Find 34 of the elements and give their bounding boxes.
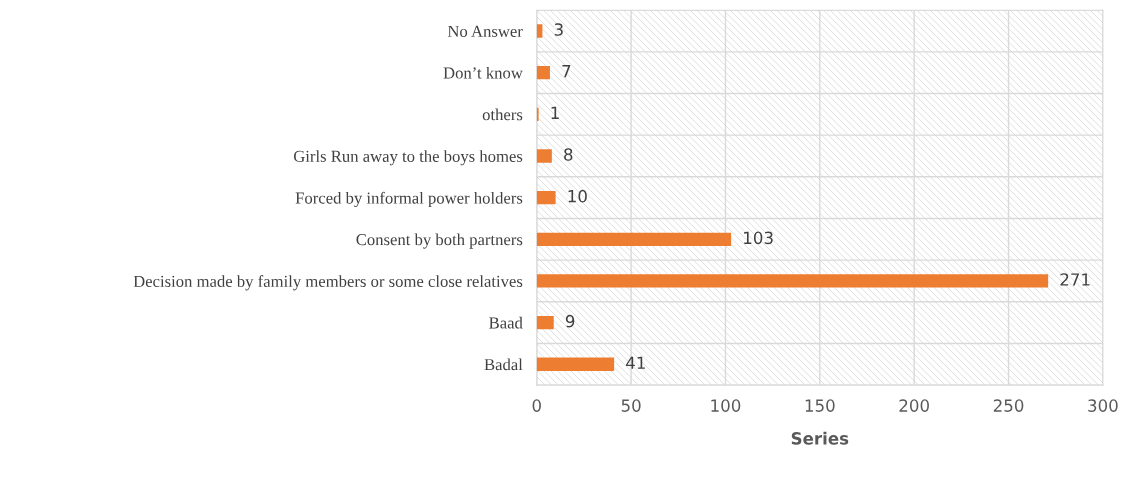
bar [536, 274, 1049, 288]
x-tick-label: 0 [532, 399, 541, 412]
bar [536, 232, 732, 246]
x-tick-label: 300 [1088, 399, 1118, 412]
data-label: 8 [564, 148, 573, 161]
y-tick-label: Badal [484, 358, 523, 371]
data-label: 10 [568, 189, 587, 203]
y-tick-label: Girls Run away to the boys homes [293, 150, 523, 166]
data-label: 9 [565, 314, 575, 328]
x-tick-label: 100 [711, 399, 741, 412]
bar [536, 190, 556, 205]
x-tick-label: 200 [899, 399, 929, 412]
y-tick-label: Forced by informal power holders [295, 191, 523, 208]
bar [536, 66, 550, 80]
x-tick-label: 50 [621, 399, 641, 412]
x-axis-title: Series [791, 431, 849, 445]
bar [536, 357, 615, 371]
y-tick-label: No Answer [447, 25, 523, 37]
x-tick-label: 250 [993, 399, 1024, 412]
y-tick-label: Don’t know [443, 66, 523, 79]
y-tick-label: others [482, 108, 523, 121]
data-label: 41 [626, 356, 645, 369]
bar [536, 149, 552, 163]
data-label: 3 [554, 23, 563, 36]
data-label: 1 [551, 106, 559, 119]
bar [536, 24, 543, 38]
x-tick-label: 150 [805, 399, 835, 412]
data-label: 271 [1060, 273, 1090, 286]
y-tick-label: Baad [489, 316, 523, 329]
data-label: 103 [744, 231, 773, 245]
y-tick-label: Decision made by family members or some close relatives [133, 275, 523, 291]
y-tick-label: Consent by both partners [356, 233, 523, 249]
data-label: 7 [562, 65, 571, 78]
bar [536, 315, 554, 330]
